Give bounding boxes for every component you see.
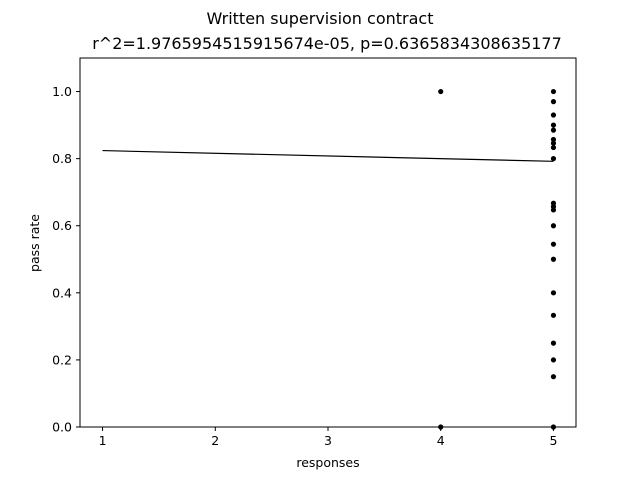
y-tick-label: 0.4: [52, 285, 72, 300]
data-point: [550, 256, 557, 262]
data-point: [550, 88, 557, 95]
data-point: [550, 312, 557, 318]
data-point: [438, 424, 444, 430]
regression-line: [102, 149, 554, 162]
data-point: [438, 88, 444, 95]
data-point: [550, 99, 557, 105]
y-tick-label: 0.6: [52, 218, 72, 233]
x-tick-label: 1: [99, 433, 107, 448]
data-point: [550, 290, 557, 296]
x-axis-label: responses: [296, 455, 359, 470]
y-tick-label: 1.0: [52, 84, 72, 99]
x-tick-label: 5: [549, 433, 557, 448]
data-point: [550, 144, 557, 151]
data-point: [550, 156, 557, 162]
x-tick-label: 2: [211, 433, 219, 448]
plot-area: 1 2 3 4 5 0.0 0.2 0.4 0.6 0.8 1.0: [52, 57, 577, 448]
chart-subtitle: r^2=1.9765954515915674e-05, p=0.63658343…: [92, 34, 562, 53]
y-axis-label: pass rate: [27, 214, 42, 272]
data-point: [550, 127, 557, 133]
plot-frame: [79, 57, 577, 428]
y-tick-label: 0.2: [52, 352, 72, 367]
data-point: [550, 223, 557, 229]
data-point: [550, 207, 557, 213]
x-tick-label: 3: [324, 433, 332, 448]
data-point: [550, 140, 557, 146]
y-tick-label: 0.8: [52, 151, 72, 166]
y-tick-label: 0.0: [52, 420, 72, 435]
data-point: [550, 357, 557, 363]
data-point: [550, 241, 557, 247]
data-point: [550, 374, 557, 380]
chart-title: Written supervision contract: [207, 9, 434, 28]
data-point: [550, 122, 557, 128]
data-point: [550, 112, 557, 118]
data-point: [550, 340, 557, 346]
data-point: [550, 424, 557, 430]
data-point: [550, 136, 557, 143]
x-tick-label: 4: [437, 433, 445, 448]
